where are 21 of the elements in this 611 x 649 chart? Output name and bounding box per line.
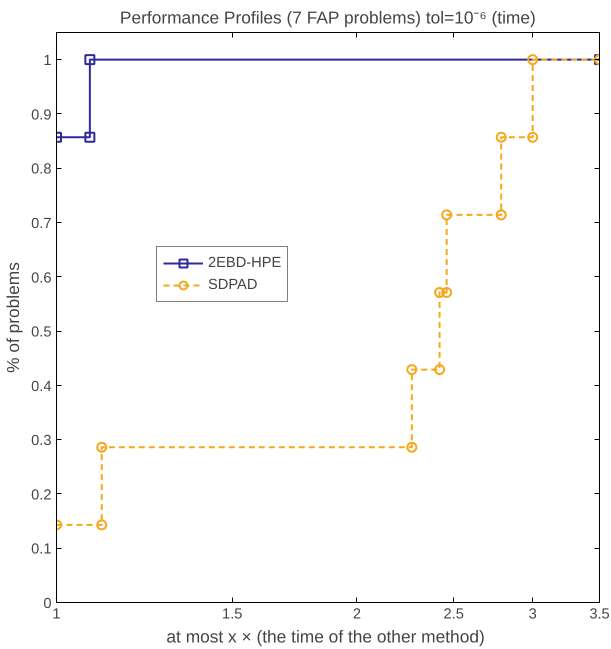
y-tick-label: 0.6 — [31, 270, 52, 286]
y-tick-label: 0.3 — [31, 433, 52, 450]
x-axis-title: at most x × (the time of the other method) — [166, 626, 485, 646]
x-tick-label: 2 — [352, 606, 362, 622]
y-tick-label: 0.7 — [31, 216, 52, 232]
x-tick-label: 1.5 — [222, 606, 242, 622]
y-tick-label: 0.4 — [31, 378, 52, 395]
y-tick-label: 0 — [43, 596, 52, 612]
x-tick-label: 2.5 — [443, 606, 464, 622]
chart-title: Performance Profiles (7 FAP problems) tol=10⁻⁶ (time) — [120, 8, 536, 28]
x-tick-label: 3 — [528, 606, 537, 622]
y-tick-label: 0.8 — [31, 162, 52, 178]
legend-label: 2EBD-HPE — [208, 255, 282, 271]
y-tick-label: 1 — [43, 53, 52, 70]
y-axis-title: % of problems — [3, 262, 24, 373]
legend-label: SDPAD — [208, 277, 258, 293]
y-tick-label: 0.2 — [31, 487, 52, 504]
x-tick-label: 3.5 — [589, 606, 610, 622]
y-tick-label: 0.5 — [31, 324, 52, 341]
y-tick-label: 0.1 — [31, 542, 52, 558]
y-tick-label: 0.9 — [31, 107, 52, 124]
